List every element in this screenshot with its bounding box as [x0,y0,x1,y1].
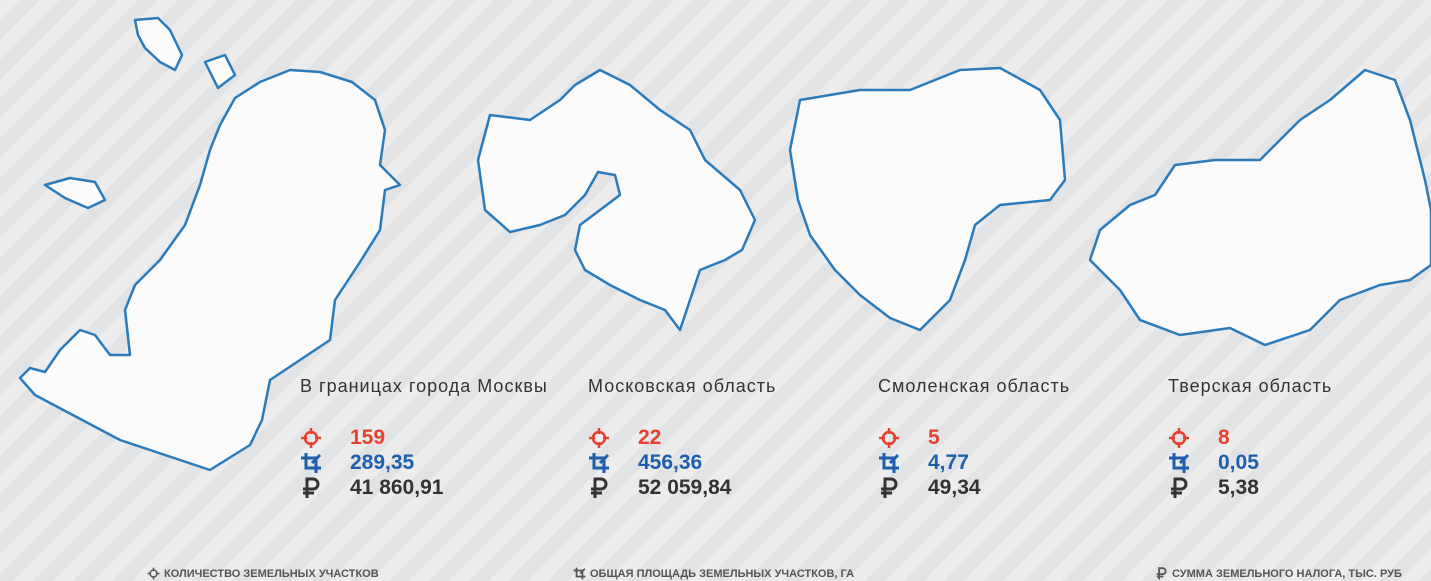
legend-text: КОЛИЧЕСТВО ЗЕМЕЛЬНЫХ УЧАСТКОВ [164,567,379,580]
region-name: Смоленская область [878,376,1071,396]
region-name: Московская область [588,376,777,396]
tax-row: 49,34 [878,475,1138,500]
tax-icon [881,477,898,498]
mo-map [476,68,757,332]
count-icon [1169,427,1189,448]
region-name: Тверская область [1168,376,1333,396]
area: 456,36 [638,450,703,474]
count: 5 [928,425,940,449]
tax-icon [303,477,320,498]
count: 22 [638,425,662,449]
moscow-island [133,16,184,72]
legend-text: СУММА ЗЕМЕЛЬНОГО НАЛОГА, ТЫС. РУБ [1172,567,1402,580]
tax-row: 5,38 [1168,475,1428,500]
area-row: 289,35 [300,450,560,475]
legend-area: ОБЩАЯ ПЛОЩАДЬ ЗЕМЕЛЬНЫХ УЧАСТКОВ, ГА [573,567,854,580]
tax-icon [591,477,608,498]
tax-row: 41 860,91 [300,475,560,500]
legend-tax: СУММА ЗЕМЕЛЬНОГО НАЛОГА, ТЫС. РУБ [1155,567,1402,580]
tax: 49,34 [928,475,981,499]
area: 4,77 [928,450,969,474]
tax-icon [1156,567,1167,580]
area-icon [589,452,610,473]
count-row: 22 [588,425,848,450]
area-icon [879,452,900,473]
area-row: 0,05 [1168,450,1428,475]
legend-count: КОЛИЧЕСТВО ЗЕМЕЛЬНЫХ УЧАСТКОВ [147,567,379,580]
region: Тверская область 8 0,05 5,38 [1168,375,1428,500]
area-icon [573,567,586,580]
moscow-map [18,68,402,472]
count-row: 5 [878,425,1138,450]
region: Московская область 22 456,36 52 059,84 [588,375,848,500]
moscow-island [203,53,237,90]
count: 159 [350,425,386,449]
region-name: В границах города Москвы [300,376,548,396]
area: 289,35 [350,450,415,474]
area-row: 456,36 [588,450,848,475]
region: Смоленская область 5 4,77 49,34 [878,375,1138,500]
count-row: 8 [1168,425,1428,450]
area-icon [301,452,322,473]
count: 8 [1218,425,1230,449]
smolensk-map [788,66,1067,332]
tax-icon [1171,477,1188,498]
area-icon [1169,452,1190,473]
count-icon [879,427,899,448]
tax: 41 860,91 [350,475,444,499]
count-icon [147,567,160,580]
moscow-island [43,176,107,210]
tver-map [1088,68,1431,347]
area-row: 4,77 [878,450,1138,475]
legend-text: ОБЩАЯ ПЛОЩАДЬ ЗЕМЕЛЬНЫХ УЧАСТКОВ, ГА [590,567,855,580]
region: В границах города Москвы 159 289,35 41 8… [300,375,560,500]
area: 0,05 [1218,450,1259,474]
count-icon [301,427,321,448]
count-icon [589,427,609,448]
count-row: 159 [300,425,560,450]
tax: 5,38 [1218,475,1259,499]
tax: 52 059,84 [638,475,732,499]
tax-row: 52 059,84 [588,475,848,500]
